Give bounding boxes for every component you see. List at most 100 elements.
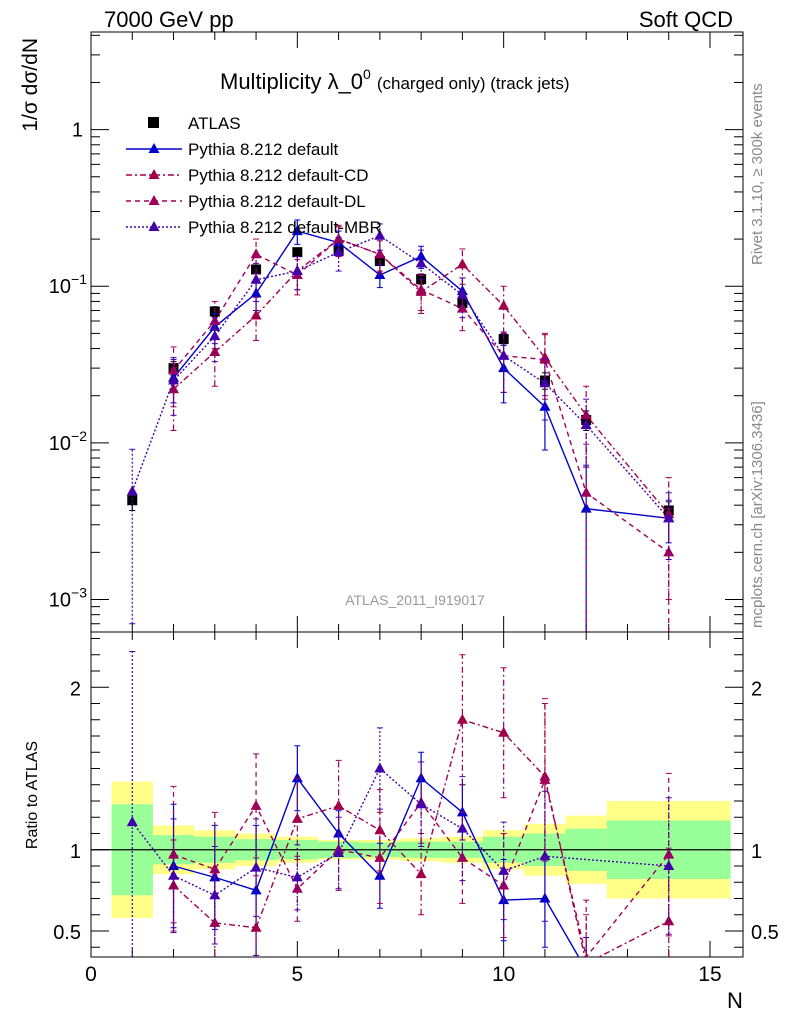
data-point: [456, 258, 468, 269]
ratio-point: [498, 864, 510, 875]
data-point: [126, 485, 138, 496]
x-tick-label: 15: [698, 963, 721, 986]
legend-item-cd: Pythia 8.212 default-CD: [126, 166, 369, 185]
data-point: [498, 299, 510, 310]
ratio-point: [415, 798, 427, 809]
x-tick-label: 5: [291, 963, 303, 986]
data-point: [580, 502, 592, 513]
data-point: [580, 419, 592, 430]
ratio-y-tick-label: 2: [70, 678, 81, 700]
data-point: [127, 495, 138, 506]
legend-item-mbr: Pythia 8.212 default-MBR: [126, 218, 382, 237]
data-point: [456, 288, 468, 299]
legend-marker: [148, 195, 160, 205]
data-point: [580, 486, 592, 497]
ratio-point: [291, 882, 303, 893]
bottom-panel: 0.5 0.5 1 1 2 2 0 5 10 15 Ratio to ATLAS N: [24, 631, 779, 1013]
y-tick-label: 10−3: [49, 584, 87, 611]
chart-title: Multiplicity λ_00 (charged only) (track j…: [220, 66, 570, 94]
series-line-cd: [173, 238, 670, 515]
data-point: [498, 349, 510, 360]
data-point: [415, 283, 427, 294]
ratio-point: [333, 799, 345, 810]
legend-item-default: Pythia 8.212 default: [126, 140, 339, 159]
ratio-y-tick-label-right: 0.5: [751, 922, 779, 944]
data-point: [291, 265, 303, 276]
ratio-line-mbr: [131, 767, 669, 897]
legend-marker: [148, 169, 160, 179]
ratio-point: [498, 879, 510, 890]
ratio-point: [168, 869, 180, 880]
data-point: [374, 229, 386, 240]
ratio-y-tick-label-right: 2: [751, 678, 762, 700]
data-point: [539, 377, 551, 388]
ratio-point: [291, 812, 303, 823]
ratio-line-dl: [173, 777, 670, 957]
ratio-point: [291, 871, 303, 882]
header-right: Soft QCD: [639, 7, 733, 32]
ratio-y-tick-label: 1: [70, 841, 81, 863]
ratio-point: [209, 889, 221, 900]
series-line-dl: [172, 238, 670, 553]
ratio-point: [168, 848, 180, 859]
data-point: [539, 400, 551, 411]
data-point: [291, 225, 303, 236]
ratio-point: [250, 861, 262, 872]
ratio-point: [456, 851, 468, 862]
data-point: [168, 374, 180, 385]
data-point: [456, 302, 468, 313]
top-panel: 10−3 10−2 10−1 1 Multiplicity λ_00 (charged …: [19, 31, 744, 633]
legend-label: Pythia 8.212 default: [188, 140, 339, 159]
ratio-point: [539, 850, 551, 861]
data-point: [250, 309, 262, 320]
data-point: [333, 246, 345, 257]
ratio-point: [250, 799, 262, 810]
header-left: 7000 GeV pp: [104, 7, 234, 32]
ratio-series-mbr: [126, 651, 675, 957]
data-point: [663, 512, 675, 523]
legend: ATLAS Pythia 8.212 default Pythia 8.212 de…: [126, 114, 382, 237]
y-axis-label-top: 1/σ dσ/dN: [19, 38, 42, 132]
x-tick-label: 10: [492, 963, 515, 986]
ratio-point: [456, 822, 468, 833]
legend-marker: [148, 221, 160, 231]
series-line-default: [172, 230, 669, 519]
legend-marker: [148, 143, 160, 153]
bottom-frame: [90, 631, 744, 958]
series-dl: [168, 224, 675, 633]
ratio-point: [250, 884, 262, 895]
ratio-point: [498, 726, 510, 737]
ratio-point: [663, 860, 675, 870]
legend-label: ATLAS: [188, 114, 241, 133]
data-point: [374, 248, 386, 259]
x-axis-label: N: [727, 988, 743, 1013]
data-point: [250, 273, 262, 284]
data-point: [292, 247, 303, 258]
ratio-point: [415, 868, 427, 879]
ratio-point: [333, 847, 345, 857]
data-point: [209, 330, 221, 341]
legend-label: Pythia 8.212 default-MBR: [188, 218, 382, 237]
legend-item-dl: Pythia 8.212 default-DL: [126, 192, 366, 211]
data-point: [250, 248, 262, 259]
ratio-point: [291, 772, 303, 783]
legend-marker: [148, 117, 159, 128]
legend-item-atlas: ATLAS: [148, 114, 241, 133]
ratio-point: [456, 713, 468, 724]
watermark: ATLAS_2011_I919017: [345, 592, 485, 608]
ratio-point: [374, 762, 386, 773]
data-point: [539, 353, 551, 364]
series-mbr: [126, 223, 675, 625]
ratio-point: [209, 863, 221, 874]
y-tick-label: 10−1: [49, 271, 87, 298]
y-axis-label-bottom: Ratio to ATLAS: [24, 741, 41, 849]
side-label-rivet: Rivet 3.1.10, ≥ 300k events: [749, 83, 766, 265]
series-atlas: [127, 245, 674, 521]
side-label-mcplots: mcplots.cern.ch [arXiv:1306.3436]: [749, 401, 766, 628]
series-line-mbr: [131, 234, 670, 519]
ratio-point: [539, 892, 551, 903]
ratio-point: [374, 851, 386, 862]
legend-label: Pythia 8.212 default-DL: [188, 192, 366, 211]
ratio-point: [126, 816, 138, 827]
x-tick-label: 0: [85, 963, 97, 986]
